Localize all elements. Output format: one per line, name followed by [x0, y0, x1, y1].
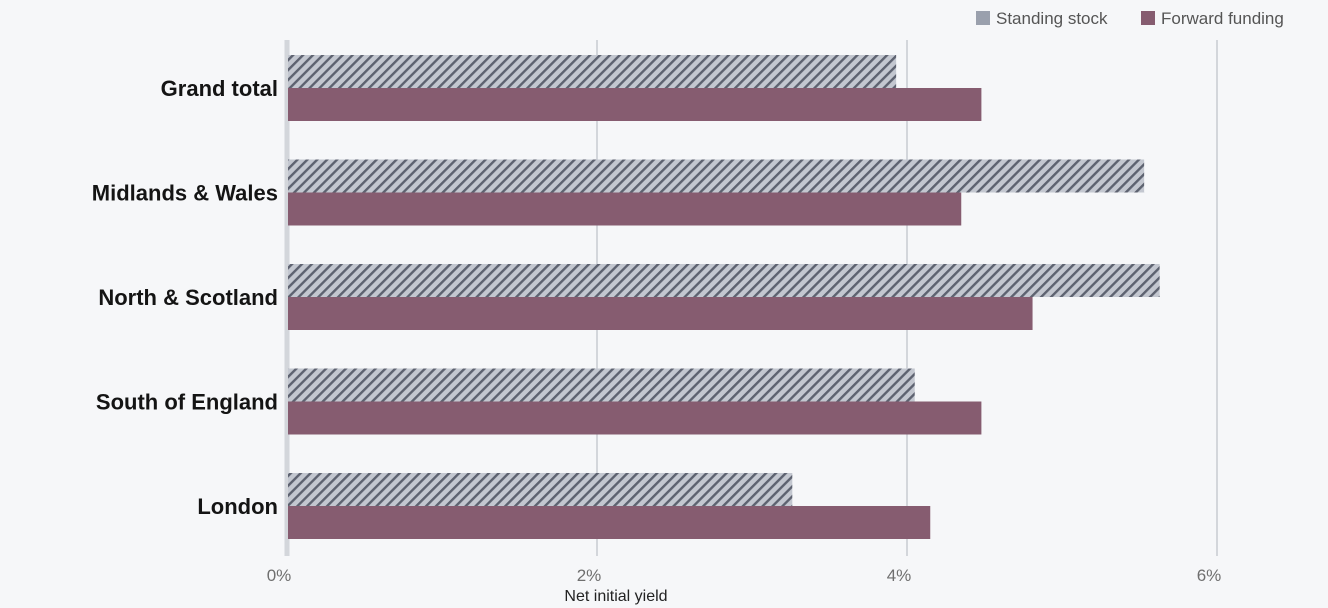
category-label-midlands-and-wales: Midlands & Wales [92, 181, 278, 206]
bar-forward-funding-grand-total [288, 88, 982, 121]
bar-standing-stock-south-of-england [288, 368, 915, 402]
x-tick-label-2: 2% [577, 566, 602, 585]
bars-layer [288, 55, 1160, 539]
legend-swatch-forward-funding [1141, 11, 1155, 25]
bar-standing-stock-london [288, 473, 793, 506]
bar-standing-stock-north-and-scotland [288, 264, 1160, 297]
category-label-north-and-scotland: North & Scotland [98, 285, 278, 310]
bar-standing-stock-midlands-and-wales [288, 159, 1145, 193]
x-axis-title: Net initial yield [564, 588, 667, 605]
legend: Standing stock Forward funding [976, 9, 1284, 28]
legend-label-standing-stock: Standing stock [996, 9, 1108, 28]
bar-forward-funding-north-and-scotland [288, 297, 1033, 330]
category-labels: Grand total Midlands & Wales North & Scotl… [92, 76, 278, 519]
x-tick-label-4: 4% [887, 566, 912, 585]
x-tick-label-0: 0% [267, 566, 292, 585]
category-label-south-of-england: South of England [96, 390, 278, 415]
bar-standing-stock-grand-total [288, 55, 897, 88]
legend-label-forward-funding: Forward funding [1161, 9, 1284, 28]
bar-forward-funding-south-of-england [288, 401, 982, 435]
bar-forward-funding-midlands-and-wales [288, 192, 962, 226]
bar-forward-funding-london [288, 506, 931, 539]
category-label-grand-total: Grand total [161, 76, 278, 101]
x-tick-labels: 0% 2% 4% 6% [267, 566, 1222, 585]
category-label-london: London [197, 494, 278, 519]
x-tick-label-6: 6% [1197, 566, 1222, 585]
legend-swatch-standing-stock [976, 11, 990, 25]
